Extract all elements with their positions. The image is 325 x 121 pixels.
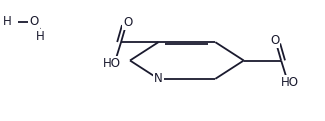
Text: H: H: [36, 30, 45, 43]
Text: O: O: [270, 34, 279, 47]
Text: N: N: [154, 72, 163, 85]
Text: HO: HO: [103, 57, 121, 70]
Text: HO: HO: [281, 76, 299, 89]
Text: H: H: [3, 15, 11, 28]
Text: O: O: [30, 15, 39, 28]
Text: O: O: [123, 16, 132, 29]
